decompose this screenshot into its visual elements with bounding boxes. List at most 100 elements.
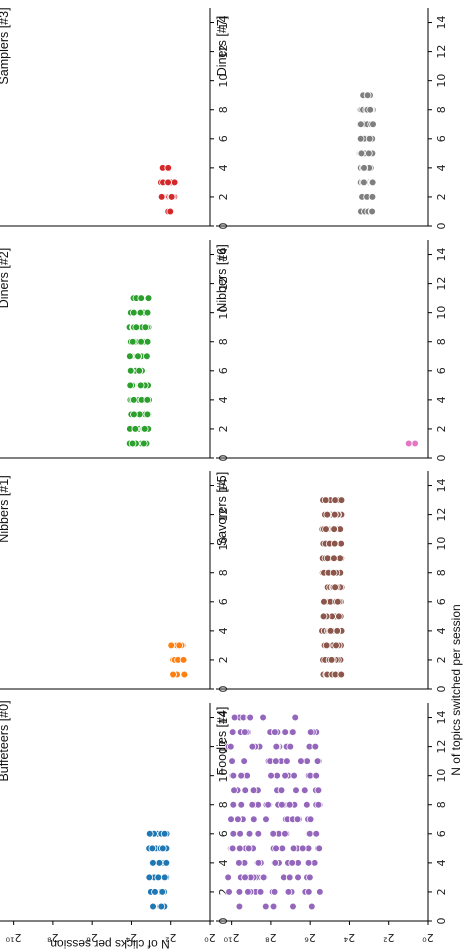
clicks-tick-label: 2⁰ <box>422 931 434 944</box>
clicks-tick-label: 2⁶ <box>304 931 316 944</box>
topics-tick-label: 6 <box>217 367 230 374</box>
data-point <box>126 352 134 361</box>
data-point <box>323 554 332 562</box>
data-point <box>230 713 239 722</box>
topics-tick-label: 4 <box>217 164 230 171</box>
data-point <box>228 757 236 765</box>
data-point <box>235 902 244 911</box>
topics-tick-label: 2 <box>435 193 448 200</box>
data-point <box>298 844 307 853</box>
data-point <box>283 757 291 765</box>
data-point <box>235 859 243 867</box>
topics-tick-label: 6 <box>435 598 448 605</box>
topics-tick-label: 10 <box>217 537 230 551</box>
data-point <box>235 888 244 896</box>
topics-tick-label: 10 <box>217 306 230 320</box>
data-point <box>164 164 173 172</box>
data-point <box>128 439 137 448</box>
data-point <box>126 381 135 390</box>
data-point <box>337 496 346 504</box>
data-point <box>330 539 339 548</box>
data-point <box>368 207 376 216</box>
data-point <box>230 786 238 794</box>
panel-4: 0 2 4 6 8 10 12 14 2⁰ 2² 2⁴ 2⁶ 2⁸ 2¹⁰ Foodies [#4] <box>215 703 448 944</box>
data-point <box>143 308 152 317</box>
data-point <box>333 627 341 635</box>
data-point <box>229 829 238 838</box>
data-point <box>143 337 152 346</box>
data-point <box>319 612 328 621</box>
data-point <box>360 164 368 172</box>
topics-tick-label: 6 <box>217 830 230 837</box>
data-point <box>229 771 238 780</box>
data-point <box>285 873 294 882</box>
topics-tick-label: 2 <box>435 656 448 663</box>
data-point <box>304 888 313 896</box>
data-point <box>167 193 176 201</box>
data-point <box>285 800 294 809</box>
data-point <box>149 902 157 911</box>
clicks-tick-label: 2¹⁰ <box>5 931 21 944</box>
data-point <box>145 873 154 882</box>
data-point <box>262 815 270 824</box>
data-point <box>170 178 179 187</box>
data-point <box>365 149 373 158</box>
data-point <box>300 786 309 794</box>
topics-tick-label: 2 <box>217 888 230 895</box>
topics-tick-label: 8 <box>217 569 230 576</box>
data-point <box>363 91 372 99</box>
clicks-tick-label: 2¹⁰ <box>223 931 239 944</box>
data-point <box>175 641 184 650</box>
data-point <box>281 728 289 736</box>
topics-tick-label: 10 <box>217 74 230 88</box>
data-point <box>160 873 169 882</box>
data-point <box>304 859 313 867</box>
data-point <box>129 396 138 404</box>
data-point <box>369 120 377 129</box>
clicks-tick-label: 2⁶ <box>86 931 98 944</box>
clicks-tick-label: 2⁸ <box>47 931 59 944</box>
topics-tick-label: 12 <box>435 508 448 522</box>
data-point <box>166 207 175 216</box>
data-point <box>157 902 166 911</box>
data-point <box>330 525 338 533</box>
panel-title: Diners [#2] <box>0 248 11 308</box>
data-point <box>278 800 286 809</box>
panel-title: Buffeteers [#0] <box>0 700 11 781</box>
panel-title: Savorers [#5] <box>215 472 229 546</box>
topics-tick-label: 8 <box>435 338 448 345</box>
data-point <box>248 800 257 809</box>
data-point <box>284 888 293 896</box>
data-point <box>136 381 145 390</box>
data-point <box>337 670 346 679</box>
data-point <box>226 742 235 751</box>
data-point <box>286 742 295 751</box>
data-point <box>267 771 275 780</box>
data-point <box>240 757 248 765</box>
topics-tick-label: 4 <box>217 396 230 403</box>
data-point <box>241 873 249 882</box>
data-point <box>225 888 233 896</box>
data-point <box>357 120 365 129</box>
topics-tick-label: 6 <box>435 135 448 142</box>
data-point <box>234 815 242 824</box>
data-point <box>244 888 252 896</box>
data-point <box>293 815 302 824</box>
data-point <box>331 496 339 504</box>
topics-tick-label: 4 <box>217 627 230 634</box>
topics-tick-label: 2 <box>217 193 230 200</box>
data-point <box>256 888 265 896</box>
clicks-tick-label: 2⁰ <box>204 931 216 944</box>
data-point <box>365 135 374 143</box>
topics-tick-label: 14 <box>435 479 448 493</box>
data-point <box>312 829 321 838</box>
data-point <box>159 844 167 853</box>
topics-tick-label: 8 <box>435 801 448 808</box>
topics-tick-label: 12 <box>435 740 448 754</box>
data-point <box>366 105 375 114</box>
data-point <box>281 829 289 838</box>
